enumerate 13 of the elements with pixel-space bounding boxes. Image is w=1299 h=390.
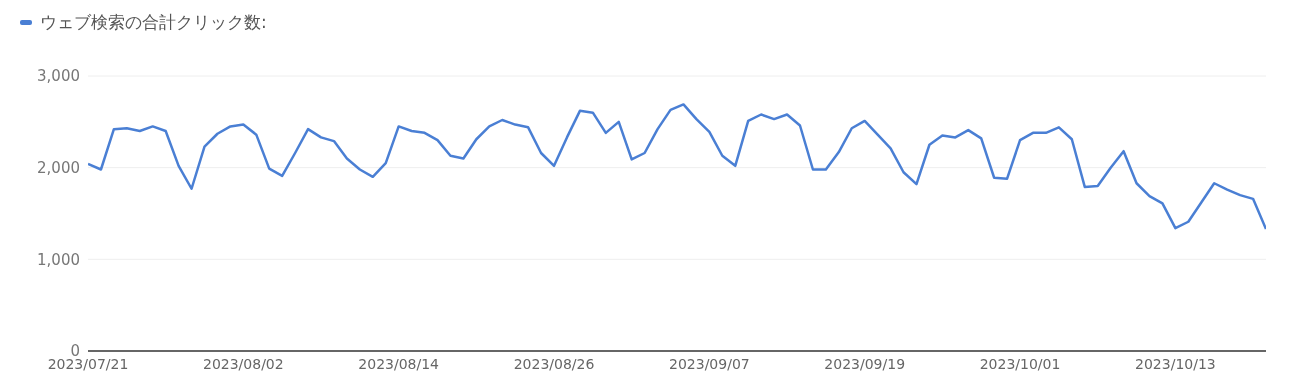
x-tick-label: 2023/10/01: [979, 355, 1061, 372]
x-tick-label: 2023/08/02: [202, 355, 284, 372]
legend-label: ウェブ検索の合計クリック数:: [40, 10, 267, 34]
x-tick-label: 2023/09/19: [824, 355, 906, 372]
x-tick-label: 2023/07/21: [47, 355, 129, 372]
y-tick-label: 1,000: [37, 250, 80, 269]
x-tick-label: 2023/09/07: [669, 355, 750, 372]
x-tick-label: 2023/08/26: [513, 355, 595, 372]
x-tick-label: 2023/08/14: [358, 355, 440, 372]
line-series: [88, 103, 1266, 231]
x-tick-label: 2023/10/13: [1135, 355, 1216, 372]
y-tick-label: 3,000: [37, 67, 80, 86]
y-tick-label: 2,000: [37, 158, 80, 177]
